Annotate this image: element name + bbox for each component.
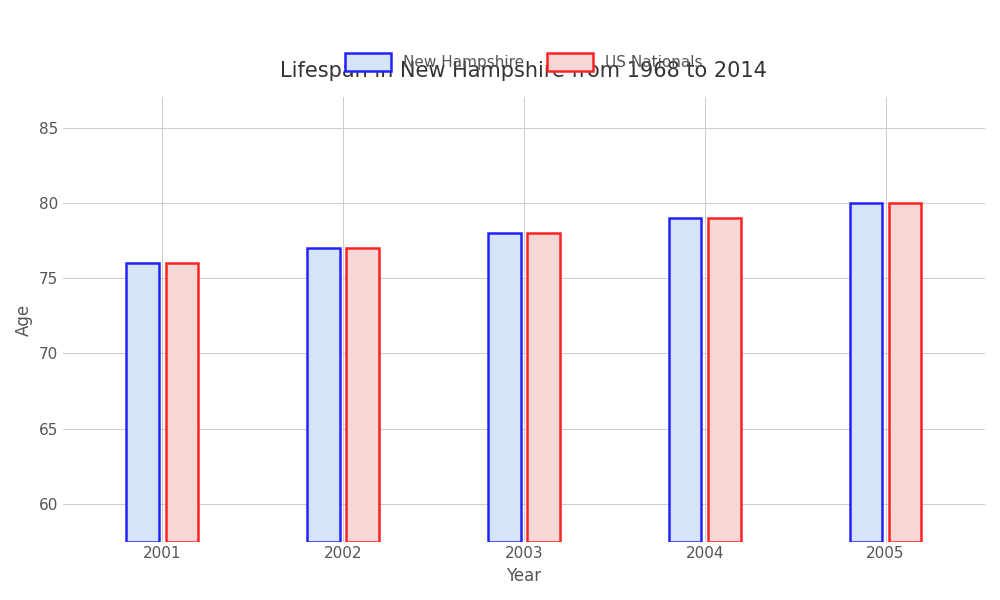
Bar [889,203,921,542]
Bar [850,203,882,542]
Bar [488,233,521,542]
Bar [307,248,340,542]
Bar [527,233,560,542]
Bar [669,218,701,542]
X-axis label: Year: Year [506,567,541,585]
Bar [166,263,198,542]
Bar [346,248,379,542]
Title: Lifespan in New Hampshire from 1968 to 2014: Lifespan in New Hampshire from 1968 to 2… [280,61,767,80]
Bar [126,263,159,542]
Bar [708,218,741,542]
Legend: New Hampshire, US Nationals: New Hampshire, US Nationals [339,47,709,77]
Y-axis label: Age: Age [15,304,33,335]
